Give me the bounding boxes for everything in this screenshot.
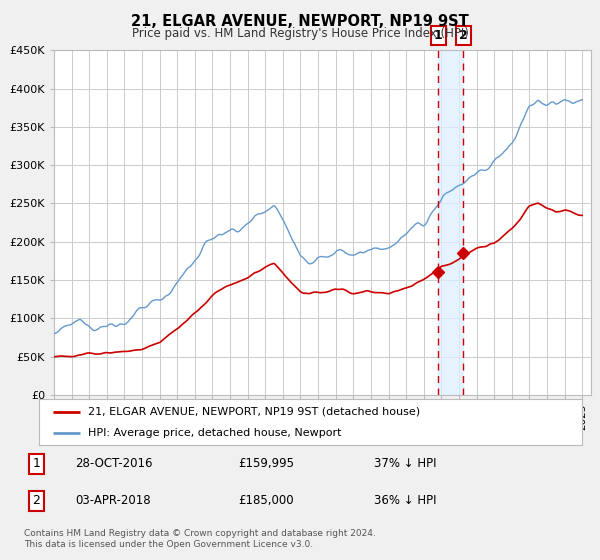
Text: 28-OCT-2016: 28-OCT-2016 <box>75 458 152 470</box>
Text: 21, ELGAR AVENUE, NEWPORT, NP19 9ST: 21, ELGAR AVENUE, NEWPORT, NP19 9ST <box>131 14 469 29</box>
Text: 1: 1 <box>434 29 443 42</box>
Text: Price paid vs. HM Land Registry's House Price Index (HPI): Price paid vs. HM Land Registry's House … <box>131 27 469 40</box>
Text: £159,995: £159,995 <box>238 458 295 470</box>
Text: 37% ↓ HPI: 37% ↓ HPI <box>374 458 436 470</box>
Text: 21, ELGAR AVENUE, NEWPORT, NP19 9ST (detached house): 21, ELGAR AVENUE, NEWPORT, NP19 9ST (det… <box>88 407 420 417</box>
Text: Contains HM Land Registry data © Crown copyright and database right 2024.
This d: Contains HM Land Registry data © Crown c… <box>24 529 376 549</box>
Text: 03-APR-2018: 03-APR-2018 <box>75 494 151 507</box>
Text: £185,000: £185,000 <box>238 494 294 507</box>
Text: HPI: Average price, detached house, Newport: HPI: Average price, detached house, Newp… <box>88 428 341 438</box>
Text: 36% ↓ HPI: 36% ↓ HPI <box>374 494 436 507</box>
Text: 2: 2 <box>459 29 468 42</box>
Text: 1: 1 <box>32 458 40 470</box>
Bar <box>438 50 463 395</box>
Text: 2: 2 <box>32 494 40 507</box>
